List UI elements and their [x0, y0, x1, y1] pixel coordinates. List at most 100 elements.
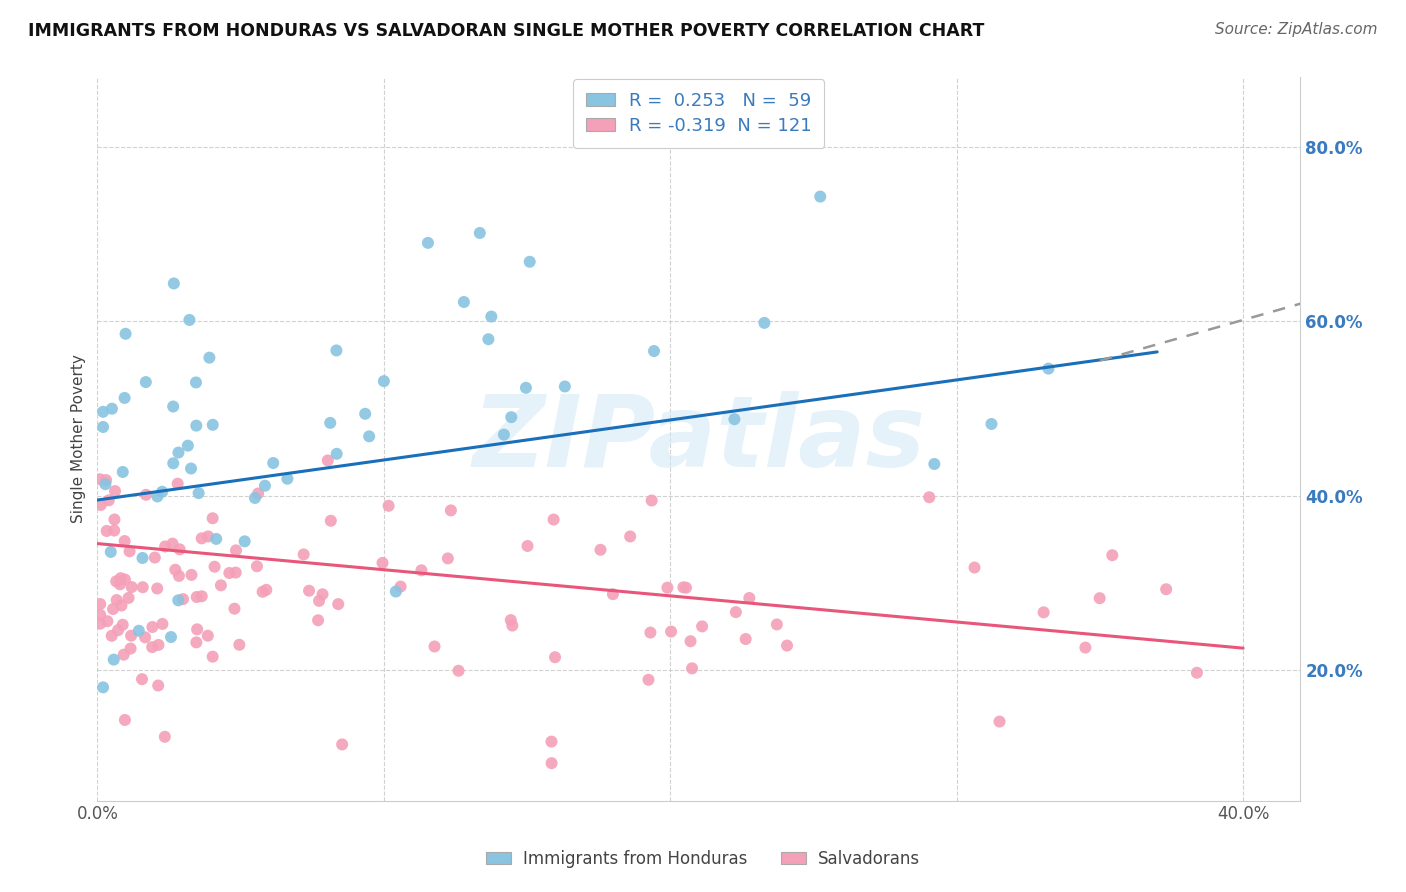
Point [184, 376, 207, 390]
Point [108, 577, 131, 591]
Point [501, 410, 523, 425]
Point [225, 543, 247, 558]
Point [233, 534, 256, 549]
Point [166, 476, 188, 491]
Point [619, 529, 641, 543]
Point [359, 429, 381, 443]
Point [319, 416, 342, 430]
Point [477, 332, 499, 346]
Point [218, 566, 240, 580]
Point [201, 649, 224, 664]
Point [479, 310, 502, 324]
Point [252, 584, 274, 599]
Point [94, 473, 117, 487]
Point [205, 532, 228, 546]
Text: Source: ZipAtlas.com: Source: ZipAtlas.com [1215, 22, 1378, 37]
Point [276, 472, 298, 486]
Point [657, 581, 679, 595]
Point [659, 624, 682, 639]
Point [499, 613, 522, 627]
Point [918, 490, 941, 504]
Point [672, 580, 695, 594]
Point [544, 650, 567, 665]
Point [1101, 548, 1123, 562]
Point [440, 503, 463, 517]
Point [311, 587, 333, 601]
Point [253, 479, 276, 493]
Point [1185, 665, 1208, 680]
Point [153, 730, 176, 744]
Point [96, 524, 118, 538]
Point [110, 571, 132, 585]
Point [501, 618, 523, 632]
Point [186, 635, 208, 649]
Point [146, 490, 169, 504]
Point [153, 540, 176, 554]
Point [643, 344, 665, 359]
Point [228, 638, 250, 652]
Point [319, 514, 342, 528]
Point [554, 379, 576, 393]
Point [91, 681, 114, 695]
Point [148, 638, 170, 652]
Y-axis label: Single Mother Poverty: Single Mother Poverty [72, 355, 86, 524]
Point [96, 614, 118, 628]
Point [1038, 361, 1060, 376]
Point [110, 599, 132, 613]
Point [1074, 640, 1097, 655]
Point [152, 616, 174, 631]
Point [163, 277, 186, 291]
Point [101, 401, 124, 416]
Point [540, 756, 562, 771]
Point [330, 738, 353, 752]
Point [90, 498, 112, 512]
Point [201, 511, 224, 525]
Point [132, 580, 155, 594]
Point [988, 714, 1011, 729]
Point [540, 734, 562, 748]
Point [103, 512, 125, 526]
Point [105, 593, 128, 607]
Point [128, 624, 150, 638]
Point [640, 493, 662, 508]
Point [114, 534, 136, 549]
Point [180, 461, 202, 475]
Point [97, 493, 120, 508]
Point [186, 418, 208, 433]
Point [162, 400, 184, 414]
Point [167, 569, 190, 583]
Point [298, 583, 321, 598]
Point [224, 601, 246, 615]
Point [515, 381, 537, 395]
Point [118, 544, 141, 558]
Point [121, 580, 143, 594]
Point [107, 623, 129, 637]
Point [167, 593, 190, 607]
Point [162, 536, 184, 550]
Point [416, 235, 439, 250]
Point [679, 634, 702, 648]
Point [103, 524, 125, 538]
Point [437, 551, 460, 566]
Point [247, 486, 270, 500]
Point [468, 226, 491, 240]
Point [447, 664, 470, 678]
Point [197, 629, 219, 643]
Point [308, 594, 330, 608]
Point [112, 648, 135, 662]
Point [1032, 605, 1054, 619]
Point [187, 486, 209, 500]
Legend: R =  0.253   N =  59, R = -0.319  N = 121: R = 0.253 N = 59, R = -0.319 N = 121 [574, 79, 824, 148]
Point [143, 550, 166, 565]
Point [254, 582, 277, 597]
Point [198, 351, 221, 365]
Point [776, 639, 799, 653]
Point [180, 568, 202, 582]
Point [1088, 591, 1111, 606]
Point [89, 616, 111, 631]
Point [172, 592, 194, 607]
Point [724, 605, 747, 619]
Point [1154, 582, 1177, 597]
Point [169, 542, 191, 557]
Point [377, 499, 399, 513]
